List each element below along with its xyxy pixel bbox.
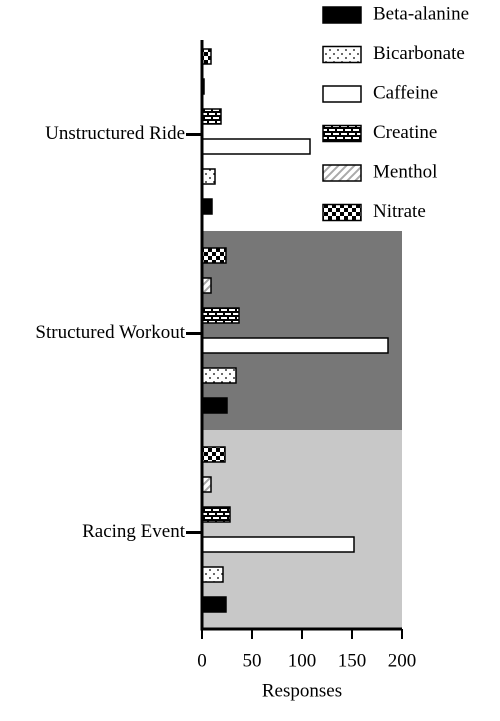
bar	[201, 446, 226, 463]
y-tick-label: Racing Event	[82, 521, 186, 542]
category-background	[202, 231, 402, 430]
legend-label: Creatine	[373, 122, 437, 143]
legend-label: Bicarbonate	[373, 43, 465, 64]
bar	[201, 168, 216, 185]
bar	[201, 138, 311, 155]
y-tick-label: Unstructured Ride	[45, 123, 185, 144]
legend-label: Menthol	[373, 161, 437, 182]
legend-swatch	[322, 6, 362, 24]
bar	[201, 596, 227, 613]
bar	[201, 337, 389, 354]
bar	[201, 536, 355, 553]
bar	[201, 307, 240, 324]
category-background	[202, 32, 402, 231]
x-tick-label: 200	[388, 650, 417, 671]
x-tick-label: 150	[338, 650, 367, 671]
bar	[201, 506, 231, 523]
legend-swatch	[322, 85, 362, 103]
legend-label: Nitrate	[373, 201, 426, 222]
bar	[201, 367, 237, 384]
y-tick-label: Structured Workout	[35, 322, 185, 343]
legend-swatch	[322, 164, 362, 182]
legend-label: Beta-alanine	[373, 3, 469, 24]
x-axis-label: Responses	[262, 680, 342, 701]
bar	[201, 108, 222, 125]
legend-swatch	[322, 124, 362, 143]
bar	[201, 397, 228, 414]
x-tick-label: 0	[197, 650, 207, 671]
bar	[201, 247, 227, 264]
x-tick-label: 50	[243, 650, 262, 671]
legend-swatch	[322, 203, 362, 222]
legend-swatch	[322, 45, 362, 64]
legend-label: Caffeine	[373, 82, 438, 103]
bar	[201, 566, 224, 583]
x-tick-label: 100	[288, 650, 317, 671]
category-background	[202, 430, 402, 629]
